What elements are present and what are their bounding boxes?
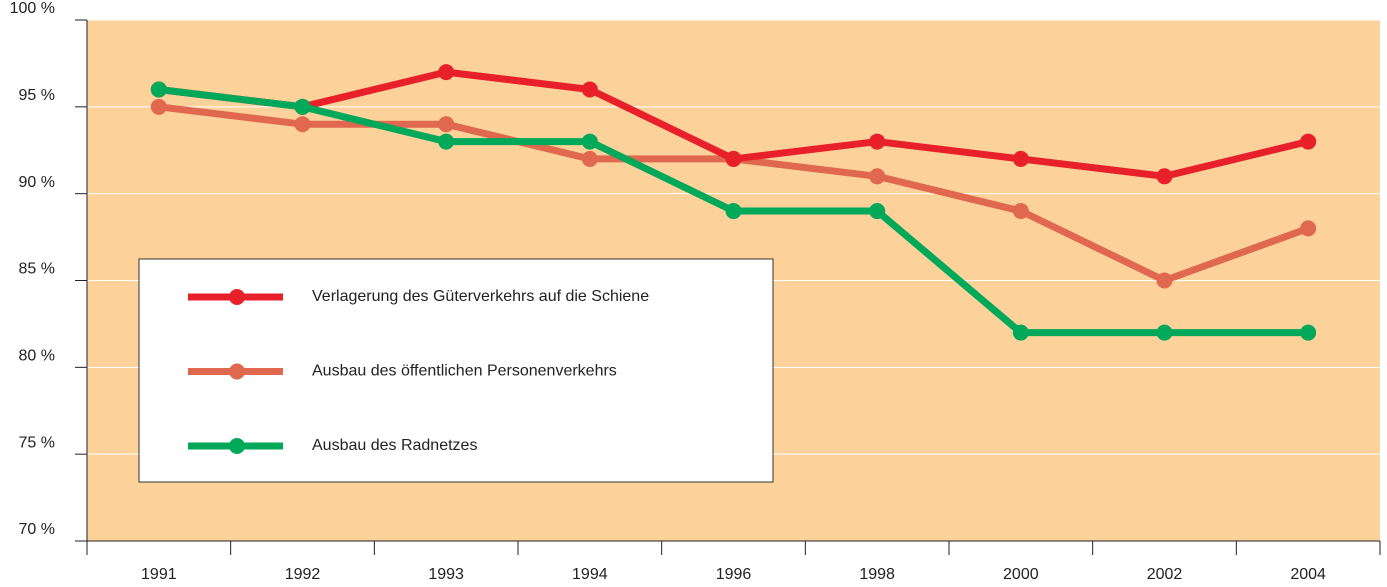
y-tick-label: 70 %: [19, 521, 55, 538]
point: [1156, 168, 1173, 185]
point: [294, 116, 311, 133]
point: [1300, 220, 1317, 237]
x-tick-label: 1998: [859, 566, 895, 583]
point: [294, 98, 311, 115]
point: [438, 133, 455, 150]
x-tick-label: 1993: [428, 566, 464, 583]
y-tick-label: 90 %: [19, 174, 55, 191]
point: [581, 150, 598, 167]
x-tick-label: 2002: [1147, 566, 1183, 583]
point: [869, 133, 886, 150]
point: [1300, 324, 1317, 341]
point: [1300, 133, 1317, 150]
legend-label: Verlagerung des Güterverkehrs auf die Sc…: [312, 288, 649, 305]
point: [725, 150, 742, 167]
x-tick-label: 1991: [141, 566, 177, 583]
legend-marker: [229, 289, 245, 305]
point: [438, 64, 455, 81]
point: [150, 81, 167, 98]
point: [438, 116, 455, 133]
series: [150, 81, 1317, 341]
point: [869, 168, 886, 185]
point: [725, 203, 742, 220]
legend-label: Ausbau des Radnetzes: [312, 437, 477, 454]
legend-label: Ausbau des öffentlichen Personenverkehrs: [312, 363, 617, 380]
point: [1012, 203, 1029, 220]
x-tick-label: 1994: [572, 566, 608, 583]
legend-marker: [229, 438, 245, 454]
point: [869, 203, 886, 220]
point: [1012, 324, 1029, 341]
x-tick-label: 1992: [285, 566, 321, 583]
x-tick-label: 2004: [1290, 566, 1326, 583]
point: [1012, 150, 1029, 167]
legend-marker: [229, 363, 245, 380]
point: [150, 98, 167, 115]
y-tick-label: 80 %: [19, 348, 55, 365]
y-tick-label: 100 %: [10, 0, 55, 17]
y-tick-label: 95 %: [19, 87, 55, 104]
point: [1156, 324, 1173, 341]
point: [581, 81, 598, 98]
y-tick-label: 75 %: [19, 434, 55, 451]
x-tick-label: 1996: [716, 566, 752, 583]
y-tick-label: 85 %: [19, 261, 55, 278]
point: [1156, 272, 1173, 289]
x-tick-label: 2000: [1003, 566, 1039, 583]
point: [581, 133, 598, 150]
